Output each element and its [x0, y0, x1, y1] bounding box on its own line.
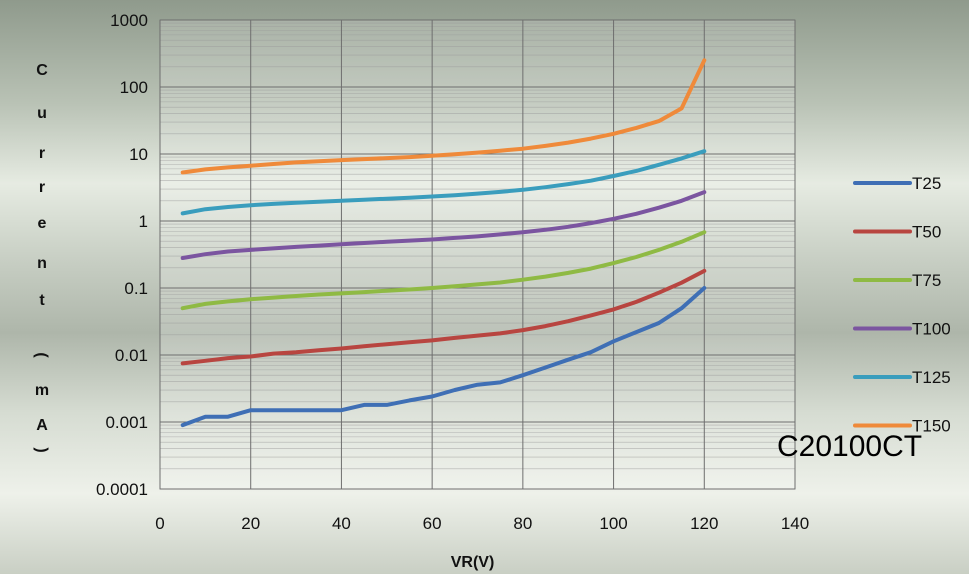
x-tick-label: 60	[423, 514, 442, 533]
y-axis-label-char: (	[33, 352, 50, 358]
y-axis-label-char: r	[39, 145, 45, 162]
legend-label-t125: T125	[912, 368, 951, 387]
y-tick-label: 0.1	[124, 279, 148, 298]
y-axis-label-char: e	[38, 215, 47, 232]
y-tick-label: 10	[129, 145, 148, 164]
series-line-t50	[180, 268, 707, 366]
legend-label-t150: T150	[912, 417, 951, 436]
x-tick-label: 40	[332, 514, 351, 533]
y-axis-label-char: A	[36, 417, 48, 434]
series-layer	[180, 58, 707, 428]
y-axis-label-char: n	[37, 255, 47, 272]
series-line-t100	[180, 190, 707, 260]
x-tick-label: 80	[513, 514, 532, 533]
series-line-t75	[180, 230, 707, 311]
minor-gridlines	[160, 22, 795, 470]
x-axis-label: VR(V)	[451, 554, 495, 571]
legend-label-t50: T50	[912, 223, 941, 242]
y-axis-label-char: u	[37, 105, 47, 122]
y-tick-label: 0.0001	[96, 480, 148, 499]
y-tick-labels: 0.0001 0.001 0.01 0.1 1 10 100 1000	[96, 11, 148, 499]
y-tick-label: 1	[139, 212, 148, 231]
y-axis-label-char: t	[39, 292, 45, 309]
y-tick-label: 1000	[110, 11, 148, 30]
y-tick-label: 0.001	[105, 413, 148, 432]
x-tick-label: 20	[241, 514, 260, 533]
legend-label-t100: T100	[912, 320, 951, 339]
series-line-t25	[180, 286, 707, 428]
x-tick-label: 100	[599, 514, 627, 533]
y-tick-label: 100	[120, 78, 148, 97]
x-tick-label: 140	[781, 514, 809, 533]
legend: T25 T50 T75 T100 T125 T150	[853, 174, 951, 436]
legend-label-t25: T25	[912, 174, 941, 193]
chart-annotation: C20100CT	[777, 430, 922, 463]
y-axis-label-char: r	[39, 179, 45, 196]
y-axis-label-char: )	[33, 447, 50, 452]
x-tick-label: 120	[690, 514, 718, 533]
legend-label-t75: T75	[912, 271, 941, 290]
y-axis-label-char: C	[36, 62, 48, 79]
x-tick-label: 0	[155, 514, 164, 533]
y-axis-label-char: m	[35, 382, 49, 399]
x-tick-labels: 0 20 40 60 80 100 120 140	[155, 514, 809, 533]
y-axis-label: Cu rr e n t ( m A)	[33, 62, 50, 453]
series-line-t150	[180, 58, 707, 175]
series-line-t125	[180, 149, 707, 216]
y-tick-label: 0.01	[115, 346, 148, 365]
